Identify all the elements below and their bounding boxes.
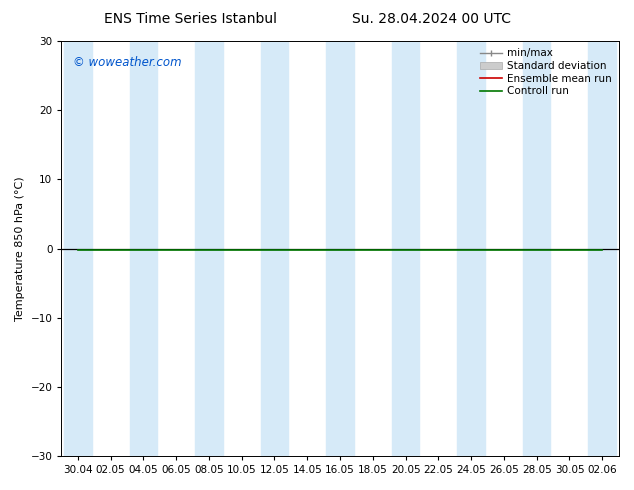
Bar bbox=[261, 41, 288, 456]
Text: ENS Time Series Istanbul: ENS Time Series Istanbul bbox=[104, 12, 276, 26]
Bar bbox=[129, 41, 157, 456]
Bar bbox=[327, 41, 354, 456]
Bar bbox=[588, 41, 616, 456]
Text: © woweather.com: © woweather.com bbox=[73, 55, 181, 69]
Bar bbox=[457, 41, 485, 456]
Bar bbox=[523, 41, 550, 456]
Bar bbox=[195, 41, 223, 456]
Text: Su. 28.04.2024 00 UTC: Su. 28.04.2024 00 UTC bbox=[352, 12, 510, 26]
Bar bbox=[64, 41, 91, 456]
Legend: min/max, Standard deviation, Ensemble mean run, Controll run: min/max, Standard deviation, Ensemble me… bbox=[476, 44, 616, 100]
Bar bbox=[392, 41, 419, 456]
Y-axis label: Temperature 850 hPa (°C): Temperature 850 hPa (°C) bbox=[15, 176, 25, 321]
